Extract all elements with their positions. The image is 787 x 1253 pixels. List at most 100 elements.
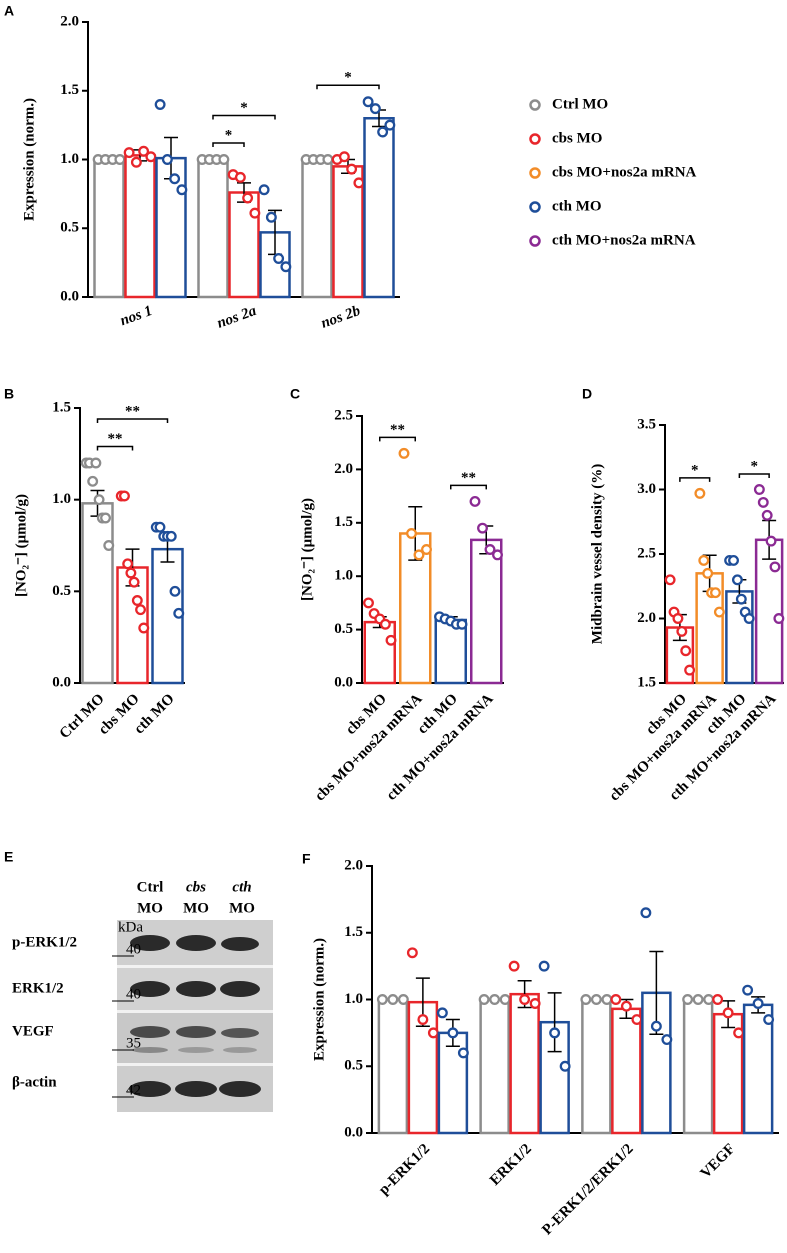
data-point xyxy=(752,998,764,1009)
data-point xyxy=(369,103,381,115)
band xyxy=(176,981,216,997)
data-point xyxy=(406,947,418,959)
data-point xyxy=(427,1027,439,1039)
legend-label: cbs MO+nos2a mRNA xyxy=(552,164,697,180)
data-point xyxy=(499,994,511,1005)
legend-label: Ctrl MO xyxy=(552,96,608,112)
data-point xyxy=(489,994,501,1005)
data-point xyxy=(90,457,102,469)
y-tick-label: 0.0 xyxy=(60,288,79,304)
bar xyxy=(197,158,229,299)
data-point xyxy=(138,622,150,634)
y-tick-label: 1.5 xyxy=(52,399,71,415)
y-tick-label: 0.5 xyxy=(344,1058,363,1074)
data-point xyxy=(436,1007,448,1019)
bar xyxy=(509,992,540,1135)
significance-label: ** xyxy=(461,470,476,486)
band xyxy=(132,1047,168,1053)
y-tick-label: 1.5 xyxy=(334,514,353,530)
band xyxy=(219,1081,261,1097)
bar xyxy=(81,502,114,685)
data-point xyxy=(680,645,692,657)
bar xyxy=(539,1020,570,1135)
x-tick-label: p-ERK1/2 xyxy=(376,1141,433,1198)
data-point xyxy=(640,907,652,919)
data-point xyxy=(377,126,389,138)
data-point xyxy=(119,490,130,502)
y-tick-label: 1.0 xyxy=(344,991,363,1007)
data-point xyxy=(154,521,166,533)
bar xyxy=(124,154,156,299)
bar xyxy=(611,1007,642,1135)
bar xyxy=(470,538,503,685)
legend-label: cth MO xyxy=(552,198,602,214)
data-point xyxy=(135,604,146,616)
data-point xyxy=(590,994,602,1005)
data-point xyxy=(258,184,270,196)
data-point xyxy=(131,595,143,606)
data-point xyxy=(385,634,397,646)
y-tick-label: 0.5 xyxy=(334,621,353,637)
y-tick-label: 3.5 xyxy=(637,416,656,432)
significance-bracket xyxy=(738,473,770,479)
data-point xyxy=(280,261,292,273)
y-axis-label: Expression (norm.) xyxy=(21,98,37,221)
bar xyxy=(479,998,510,1135)
data-point xyxy=(761,509,773,521)
x-tick-label: nos 1 xyxy=(118,303,154,329)
significance-bracket xyxy=(96,445,134,451)
marker-label: 42 xyxy=(126,1082,141,1098)
y-tick-label: 0.0 xyxy=(52,674,71,690)
y-tick-label: 0.0 xyxy=(334,674,353,690)
data-point xyxy=(130,156,142,168)
data-point xyxy=(176,184,188,196)
data-point xyxy=(710,587,721,599)
data-point xyxy=(87,475,99,487)
lane-label: cbs xyxy=(186,879,206,895)
data-point xyxy=(273,253,285,264)
legend-marker xyxy=(529,201,541,213)
data-point xyxy=(733,1027,745,1039)
data-point xyxy=(346,163,358,175)
data-point xyxy=(549,1027,561,1039)
data-point xyxy=(406,528,417,539)
data-point xyxy=(384,119,396,131)
x-tick-label: ERK1/2 xyxy=(487,1141,535,1189)
y-tick-label: 2.0 xyxy=(637,610,656,626)
data-point xyxy=(492,549,503,561)
data-point xyxy=(100,512,111,524)
data-point xyxy=(601,994,613,1005)
data-point xyxy=(559,1060,571,1072)
band xyxy=(220,981,260,997)
band xyxy=(178,1047,214,1053)
data-point xyxy=(692,994,704,1005)
lane-label: Ctrl xyxy=(137,879,164,895)
data-point xyxy=(742,984,754,996)
panel-letter: E xyxy=(4,849,13,865)
significance-bracket xyxy=(450,484,487,490)
panel-letter: A xyxy=(4,3,14,19)
y-tick-label: 2.0 xyxy=(60,13,79,29)
data-point xyxy=(322,154,334,165)
bar xyxy=(363,620,396,685)
data-point xyxy=(145,151,157,163)
bar xyxy=(754,538,784,685)
significance-bracket xyxy=(212,114,276,120)
data-point xyxy=(769,561,781,573)
bar xyxy=(301,158,333,299)
data-point xyxy=(757,496,769,508)
marker-label: 35 xyxy=(126,1035,141,1051)
x-tick-label: nos 2a xyxy=(215,303,259,332)
row-label: β-actin xyxy=(12,1074,57,1090)
significance-bracket xyxy=(379,436,416,442)
data-point xyxy=(265,211,277,223)
data-point xyxy=(379,618,391,630)
data-point xyxy=(684,664,696,676)
significance-label: * xyxy=(751,458,759,474)
data-point xyxy=(363,597,374,609)
x-tick-label: nos 2b xyxy=(319,303,363,332)
panel-letter: F xyxy=(302,851,311,867)
lane-label: MO xyxy=(229,900,255,916)
data-point xyxy=(620,1000,632,1012)
